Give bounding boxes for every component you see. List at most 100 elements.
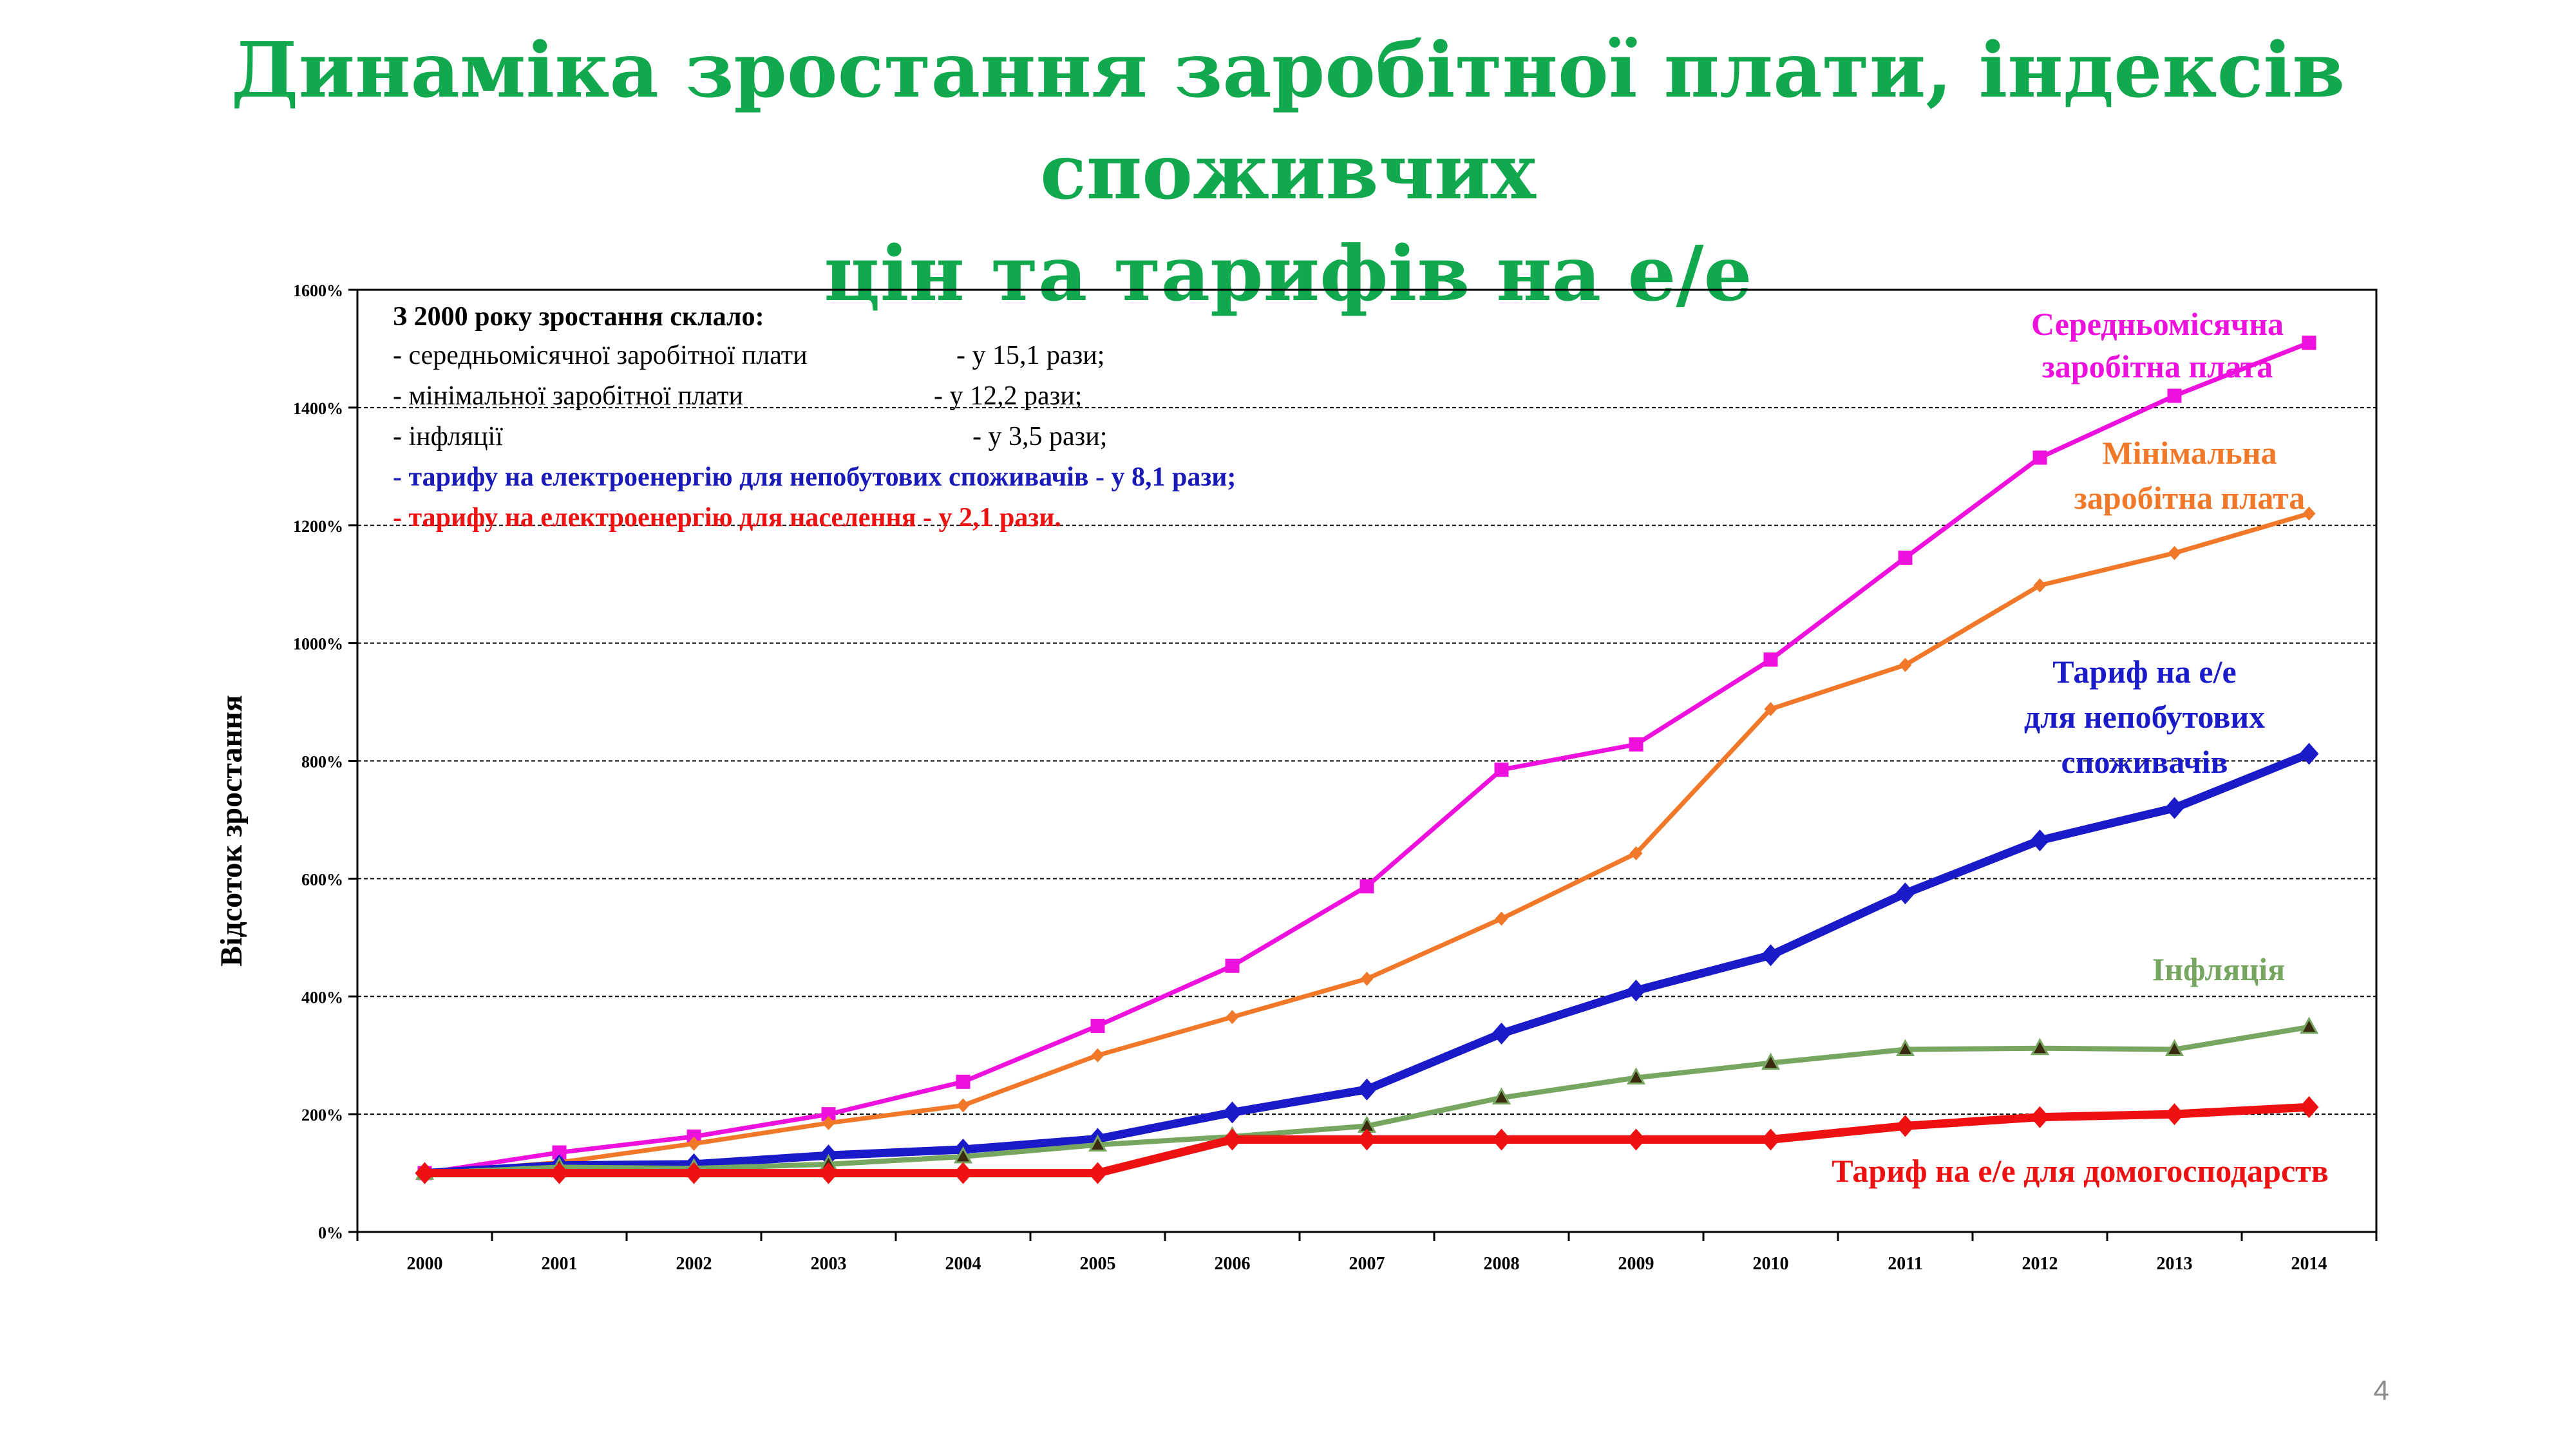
data-point-marker (1764, 702, 1777, 717)
note-line-label: - інфляції (393, 422, 503, 451)
data-point-marker (1226, 1010, 1239, 1025)
data-point-marker (956, 1098, 970, 1113)
series-label: заробітна плата (2074, 480, 2305, 516)
data-point-marker (1895, 882, 1915, 905)
data-point-marker (2299, 1096, 2319, 1119)
x-tick-label: 2011 (1888, 1254, 1922, 1274)
data-point-marker (2030, 1106, 2050, 1128)
data-point-marker (552, 1145, 567, 1160)
data-point-marker (1763, 652, 1778, 667)
series-label: Тариф на е/е (2052, 654, 2236, 690)
data-point-marker (684, 1162, 704, 1184)
data-point-marker (2164, 797, 2184, 819)
x-tick-label: 2006 (1215, 1254, 1251, 1274)
slide-title-line-2: цін та тарифів на е/е (824, 229, 1752, 318)
note-line-label: - мінімальної заробітної плати (393, 381, 743, 411)
data-point-marker (1629, 846, 1643, 861)
data-point-marker (1761, 1052, 1781, 1070)
data-point-marker (1088, 1134, 1108, 1152)
chart-annotation-box: З 2000 року зростання склало: - середньом… (393, 302, 1236, 533)
y-tick-label: 0% (318, 1224, 343, 1242)
series-label: Середньомісячна (2031, 306, 2284, 342)
x-tick-label: 2004 (945, 1254, 981, 1274)
x-tick-label: 2003 (811, 1254, 847, 1274)
data-point-marker (1629, 737, 1643, 752)
series-label: заробітна плата (2042, 348, 2273, 384)
data-point-marker (2302, 506, 2316, 521)
data-point-marker (1898, 551, 1913, 565)
data-point-marker (2030, 1037, 2050, 1056)
data-point-marker (1492, 1022, 1511, 1045)
data-point-marker (1225, 958, 1240, 973)
y-tick-label: 1000% (293, 635, 343, 654)
chart-axes: 0% 200% 400% 600% 800% 1000% 1200% 1400% 1600% 20… (293, 281, 2378, 1274)
data-point-marker (1090, 1018, 1105, 1033)
chart-series-labels: Середньомісячна заробітна плата Мінімальна… (1832, 306, 2328, 1189)
y-tick-label: 200% (301, 1106, 343, 1124)
data-point-marker (1495, 911, 1508, 926)
data-point-marker (1222, 1101, 1242, 1124)
note-line-value: - у 3,5 рази; (972, 422, 1107, 451)
data-point-marker (1895, 1115, 1915, 1137)
x-tick-label: 2001 (542, 1254, 578, 1274)
data-point-marker (821, 1107, 836, 1122)
x-tick-label: 2005 (1080, 1254, 1116, 1274)
data-point-marker (1761, 1128, 1781, 1151)
series-label: Мінімальна (2102, 435, 2277, 471)
data-point-marker (1359, 879, 1374, 894)
data-point-marker (2299, 1016, 2319, 1034)
data-point-marker (1626, 1067, 1646, 1084)
slide-title-line-1: Динаміка зростання заробітної плати, інд… (231, 25, 2345, 216)
data-point-marker (1492, 1128, 1511, 1151)
note-line-label: - тарифу на електроенергію для непобутов… (393, 462, 1236, 492)
y-tick-label: 1200% (293, 517, 343, 536)
x-tick-label: 2012 (2022, 1254, 2058, 1274)
note-line-value: - у 12,2 рази; (934, 381, 1082, 411)
slide-title: Динаміка зростання заробітної плати, інд… (0, 19, 2576, 325)
data-point-marker (1492, 1087, 1511, 1105)
series-label: споживачів (2061, 744, 2228, 780)
y-tick-label: 1600% (293, 281, 343, 300)
data-point-marker (819, 1162, 838, 1184)
data-point-marker (822, 1115, 835, 1130)
note-line-label: - тарифу на електроенергію для населення… (393, 503, 1061, 533)
page-number: 4 (2373, 1375, 2389, 1406)
note-line-value: - у 15,1 рази; (956, 341, 1104, 370)
y-tick-label: 400% (301, 988, 343, 1007)
data-point-marker (687, 1136, 701, 1151)
x-tick-label: 2013 (2157, 1254, 2193, 1274)
series-label: Інфляція (2152, 951, 2285, 987)
data-point-marker (2299, 743, 2319, 765)
series-line (421, 750, 2313, 1178)
x-tick-label: 2002 (676, 1254, 712, 1274)
data-point-marker (415, 1162, 435, 1184)
data-point-marker (2164, 1039, 2184, 1057)
y-axis-title: Відсоток зростання (214, 695, 249, 967)
data-point-marker (2164, 1103, 2184, 1126)
y-tick-label: 800% (301, 753, 343, 772)
chart-series (415, 336, 2319, 1184)
data-point-marker (1895, 1039, 1915, 1057)
data-point-marker (2168, 545, 2181, 560)
data-point-marker (1626, 980, 1646, 1002)
note-line-label: - середньомісячної заробітної плати (393, 341, 808, 370)
data-point-marker (1357, 1078, 1377, 1101)
chart-grid (357, 406, 2376, 1115)
x-tick-label: 2008 (1484, 1254, 1520, 1274)
data-point-marker (953, 1162, 973, 1184)
data-point-marker (1761, 944, 1781, 967)
data-point-marker (1088, 1162, 1108, 1184)
note-heading: З 2000 року зростання склало: (393, 302, 764, 332)
data-point-marker (2030, 829, 2050, 851)
data-point-marker (956, 1074, 971, 1089)
x-tick-label: 2010 (1753, 1254, 1789, 1274)
data-point-marker (1357, 1128, 1377, 1151)
series-label: для непобутових (2024, 699, 2265, 735)
series-label: Тариф на е/е для домогосподарств (1832, 1153, 2328, 1189)
x-tick-label: 2009 (1618, 1254, 1654, 1274)
data-point-marker (1899, 658, 1912, 672)
x-tick-label: 2014 (2291, 1254, 2327, 1274)
data-point-marker (2033, 578, 2047, 593)
data-point-marker (549, 1162, 569, 1184)
